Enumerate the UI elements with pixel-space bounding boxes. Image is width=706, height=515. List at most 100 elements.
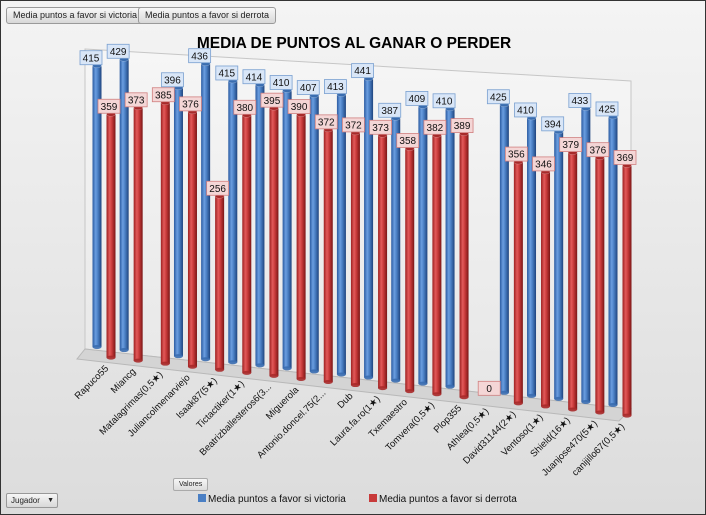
bar-derrota-16[interactable] [540, 169, 551, 409]
data-label-victoria-3: 396 [161, 72, 184, 88]
data-label-victoria-4-text: 436 [191, 51, 208, 62]
data-labels-group: 415 359 429 373 385 396 376 436 256 415 380 414 395 4… [79, 43, 637, 396]
bar-derrota-6[interactable] [269, 105, 279, 378]
bar-victoria-5[interactable] [228, 78, 238, 365]
data-label-victoria-13-text: 410 [436, 96, 453, 107]
data-label-derrota-9-text: 372 [345, 121, 362, 132]
data-label-derrota-0: 359 [97, 98, 121, 114]
bar-victoria-9[interactable] [336, 92, 347, 377]
data-label-victoria-18-text: 433 [571, 96, 588, 107]
data-label-derrota-10-text: 373 [372, 123, 389, 134]
data-label-derrota-5-text: 380 [236, 103, 253, 114]
bar-derrota-17[interactable] [567, 150, 578, 412]
bar-derrota-19[interactable] [622, 163, 632, 418]
data-label-victoria-4: 436 [188, 48, 212, 64]
data-label-victoria-12-text: 409 [409, 94, 426, 105]
data-label-victoria-15-text: 425 [490, 92, 507, 103]
bar-derrota-9[interactable] [350, 130, 361, 388]
data-label-victoria-13: 410 [432, 93, 456, 109]
bar-derrota-10[interactable] [377, 133, 388, 391]
bar-derrota-2[interactable] [160, 100, 171, 366]
data-label-victoria-0-text: 415 [83, 53, 100, 64]
bar-derrota-8[interactable] [323, 127, 334, 384]
category-label-0: Rapuco55 [73, 363, 111, 401]
bar-derrota-4[interactable] [214, 194, 225, 372]
data-label-derrota-17-text: 379 [562, 140, 579, 151]
bar-derrota-12[interactable] [432, 133, 442, 397]
bar-victoria-6[interactable] [255, 82, 265, 368]
data-label-derrota-16-text: 346 [535, 160, 552, 171]
data-label-victoria-5: 415 [215, 65, 239, 81]
category-label-19: canijillo67(0,5★) [570, 421, 627, 478]
data-label-derrota-13: 389 [450, 118, 474, 134]
data-label-derrota-4-text: 256 [209, 184, 226, 195]
data-label-victoria-8-text: 407 [300, 83, 317, 94]
data-label-victoria-15: 425 [486, 89, 510, 105]
data-label-victoria-19: 425 [595, 101, 619, 117]
data-label-derrota-8-text: 372 [318, 117, 335, 128]
bar-victoria-13[interactable] [445, 106, 455, 389]
legend-swatch-victoria [198, 494, 206, 502]
data-label-derrota-6: 395 [260, 92, 284, 108]
data-label-derrota-3-text: 376 [182, 99, 199, 110]
data-label-derrota-14: 0 [477, 380, 501, 396]
data-label-derrota-15: 356 [504, 146, 528, 162]
bar-derrota-3[interactable] [187, 109, 198, 369]
jugador-filter-dropdown[interactable]: Jugador ▼ [6, 493, 58, 508]
bar-victoria-8[interactable] [309, 93, 320, 374]
data-label-victoria-0: 415 [79, 50, 103, 66]
data-label-derrota-19-text: 369 [617, 153, 634, 164]
dropdown-arrow-icon[interactable]: ▼ [47, 497, 54, 504]
data-label-derrota-0-text: 359 [101, 102, 118, 113]
bars-group [92, 57, 632, 418]
bar-derrota-15[interactable] [513, 159, 524, 406]
bar-victoria-7[interactable] [282, 88, 292, 371]
bar-derrota-0[interactable] [106, 112, 116, 360]
bar-victoria-12[interactable] [418, 104, 428, 386]
bar-victoria-4[interactable] [200, 61, 211, 362]
data-label-victoria-8: 407 [296, 80, 320, 95]
data-label-derrota-18: 376 [586, 142, 610, 158]
category-label-9: Dub [335, 391, 355, 411]
legend-label-derrota: Media puntos a favor si derrota [379, 494, 517, 505]
legend: Media puntos a favor si victoria Media p… [198, 494, 517, 505]
data-label-victoria-3-text: 396 [164, 75, 181, 86]
data-label-derrota-19: 369 [613, 150, 637, 165]
data-label-victoria-7-text: 410 [273, 78, 290, 89]
data-label-derrota-9: 372 [342, 117, 365, 133]
data-label-derrota-1-text: 373 [128, 95, 145, 106]
data-label-derrota-14-text: 0 [486, 384, 492, 395]
legend-swatch-derrota [369, 494, 377, 502]
data-label-victoria-9: 413 [324, 79, 347, 94]
bar-derrota-7[interactable] [296, 112, 306, 381]
data-label-victoria-11: 387 [378, 102, 402, 118]
bar-derrota-1[interactable] [133, 105, 143, 363]
bar-derrota-11[interactable] [404, 146, 415, 394]
data-label-derrota-3: 376 [179, 96, 202, 112]
data-label-victoria-18: 433 [568, 93, 592, 108]
field-button-derrota[interactable]: Media puntos a favor si derrota [138, 7, 277, 24]
data-label-derrota-7-text: 390 [291, 102, 308, 113]
bar-derrota-18[interactable] [595, 155, 605, 415]
category-label-15: David31144(2★) [461, 409, 518, 466]
valores-field-button[interactable]: Valores [173, 478, 209, 491]
data-label-victoria-6-text: 414 [246, 72, 263, 83]
bar-victoria-17[interactable] [553, 129, 564, 401]
bar-derrota-13[interactable] [459, 131, 469, 400]
data-label-derrota-17: 379 [559, 137, 583, 152]
data-label-victoria-11-text: 387 [381, 106, 398, 117]
data-label-derrota-12-text: 382 [427, 123, 444, 134]
data-label-victoria-10: 441 [351, 63, 374, 79]
bar-victoria-11[interactable] [390, 116, 401, 383]
bar-victoria-15[interactable] [499, 102, 510, 395]
data-label-derrota-1: 373 [124, 92, 148, 108]
data-label-victoria-5-text: 415 [218, 69, 235, 80]
data-label-victoria-1-text: 429 [110, 47, 127, 58]
chart-title: MEDIA DE PUNTOS AL GANAR O PERDER [197, 35, 511, 52]
data-label-derrota-2-text: 385 [155, 90, 172, 101]
bar-victoria-3[interactable] [173, 85, 184, 359]
category-label-1: Miancg [109, 366, 138, 395]
bar-derrota-5[interactable] [242, 113, 252, 375]
